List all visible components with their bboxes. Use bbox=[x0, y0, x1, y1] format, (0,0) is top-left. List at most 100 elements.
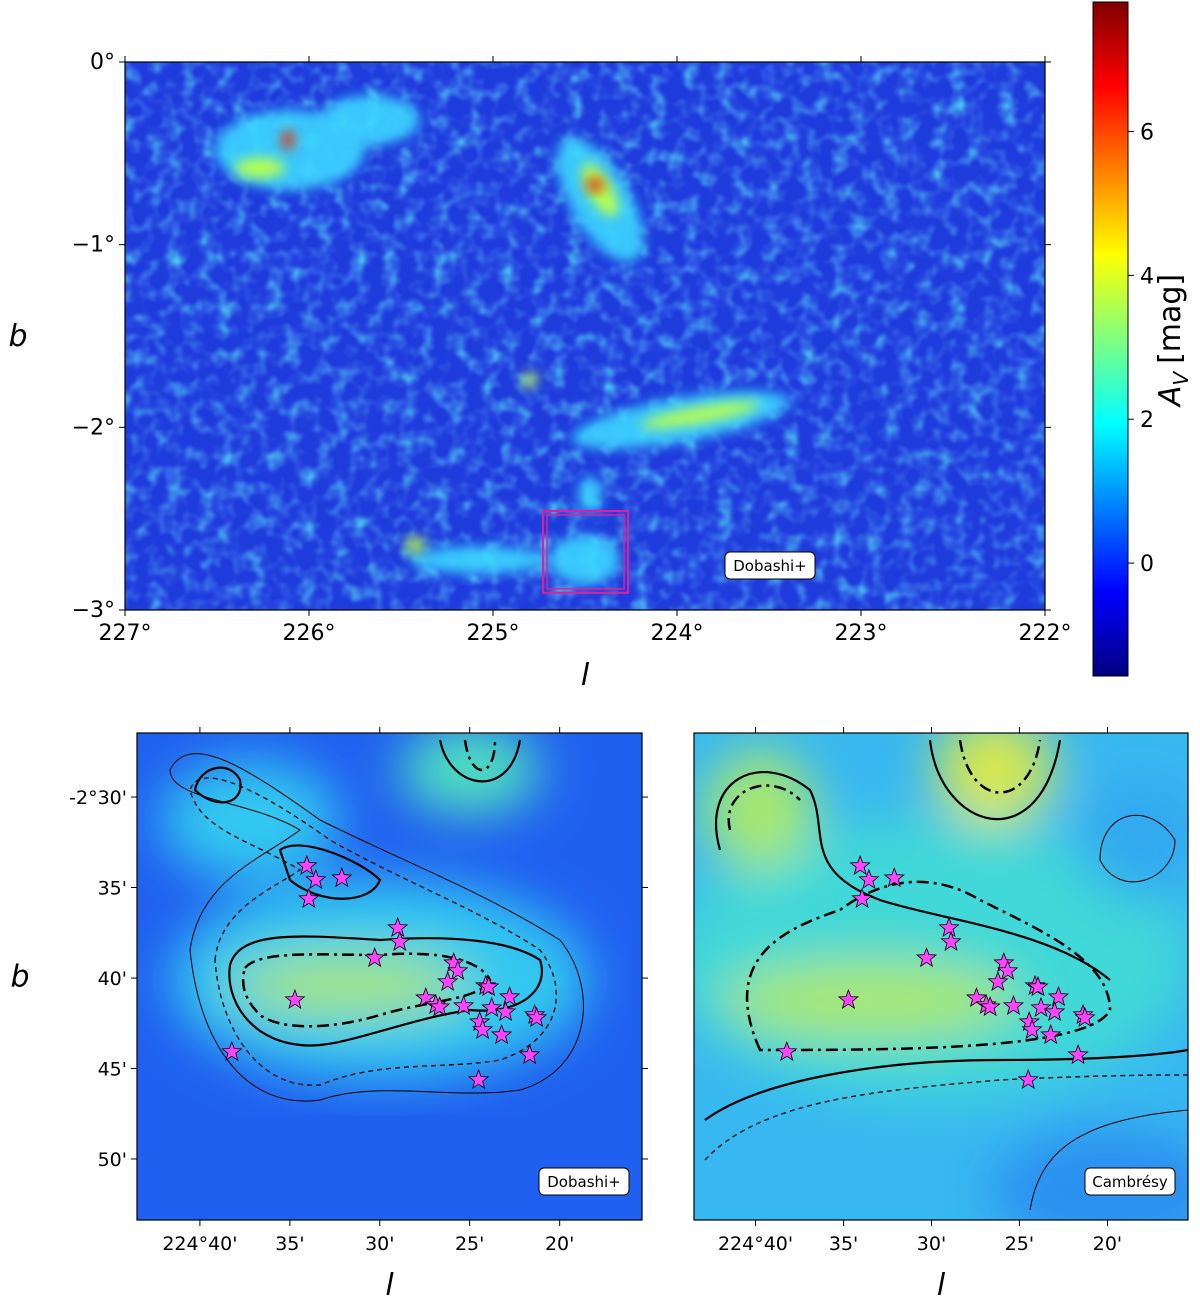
annotation: Cambrésy bbox=[1092, 1173, 1168, 1191]
star bbox=[221, 1040, 243, 1062]
star bbox=[389, 930, 411, 952]
star bbox=[965, 986, 988, 1008]
x-tick-label: 35' bbox=[829, 1233, 858, 1255]
star bbox=[987, 970, 1009, 992]
annotation-box bbox=[538, 1167, 630, 1196]
star bbox=[478, 975, 500, 997]
colorbar-label-symbol: A bbox=[1153, 386, 1188, 409]
x-tick-label: 227° bbox=[99, 621, 152, 646]
y-tick-label: 45' bbox=[98, 1059, 127, 1081]
colorbar-label: AV [mag] bbox=[1153, 274, 1193, 408]
star bbox=[883, 866, 905, 888]
star bbox=[495, 1000, 517, 1022]
star bbox=[1067, 1043, 1089, 1065]
annotation: Dobashi+ bbox=[733, 557, 807, 575]
star bbox=[1002, 994, 1025, 1016]
star bbox=[284, 988, 306, 1010]
star bbox=[447, 959, 469, 981]
x-axis-label: l bbox=[385, 1268, 394, 1300]
star bbox=[1027, 975, 1049, 997]
axes-frame bbox=[124, 61, 1046, 611]
colorbar-tick-label: 6 bbox=[1140, 120, 1154, 145]
x-tick-label: 224°40' bbox=[162, 1233, 237, 1255]
x-tick-label: 20' bbox=[1093, 1233, 1122, 1255]
x-tick-label: 25' bbox=[455, 1233, 484, 1255]
x-tick-label: 226° bbox=[283, 621, 336, 646]
star bbox=[997, 959, 1019, 981]
axes-frame bbox=[693, 732, 1189, 1221]
star bbox=[499, 985, 521, 1007]
y-tick-label: −2° bbox=[72, 415, 115, 440]
star bbox=[940, 930, 962, 952]
star bbox=[305, 868, 327, 890]
x-axis-label: l bbox=[581, 658, 590, 693]
star bbox=[491, 1023, 513, 1045]
star bbox=[519, 1043, 541, 1065]
x-tick-label: 224°40' bbox=[718, 1233, 793, 1255]
annotation-box bbox=[1084, 1167, 1176, 1196]
y-axis-label: b bbox=[10, 960, 29, 995]
star bbox=[915, 946, 938, 968]
star bbox=[1021, 1018, 1043, 1040]
star bbox=[481, 996, 503, 1018]
star bbox=[851, 887, 873, 909]
x-tick-label: 225° bbox=[467, 621, 520, 646]
axes-frame bbox=[136, 732, 643, 1221]
x-tick-label: 25' bbox=[1005, 1233, 1034, 1255]
star bbox=[1074, 1006, 1096, 1028]
x-tick-label: 20' bbox=[545, 1233, 574, 1255]
star bbox=[453, 994, 475, 1016]
colorbar bbox=[1092, 1, 1129, 677]
star bbox=[298, 887, 320, 909]
x-tick-label: 224° bbox=[651, 621, 704, 646]
x-tick-label: 35' bbox=[275, 1233, 304, 1255]
star bbox=[979, 995, 1001, 1017]
x-tick-label: 222° bbox=[1019, 621, 1072, 646]
zoom-box-inner bbox=[546, 514, 625, 590]
star bbox=[837, 988, 859, 1010]
y-tick-label: 40' bbox=[98, 968, 127, 990]
dust-map bbox=[125, 62, 1045, 610]
colorbar-tick-label: 4 bbox=[1140, 264, 1154, 289]
y-tick-label: 50' bbox=[98, 1149, 127, 1171]
y-axis-label: b bbox=[8, 319, 27, 354]
star bbox=[296, 854, 318, 876]
x-tick-label: 30' bbox=[365, 1233, 394, 1255]
star bbox=[1047, 985, 1070, 1007]
colorbar-tick-label: 2 bbox=[1140, 408, 1154, 433]
star bbox=[1040, 1023, 1062, 1045]
star bbox=[1030, 996, 1052, 1018]
star bbox=[776, 1040, 798, 1062]
x-axis-label: l bbox=[937, 1268, 946, 1300]
x-tick-label: 223° bbox=[835, 621, 888, 646]
y-tick-label: −3° bbox=[72, 598, 115, 623]
colorbar-label-sub: V bbox=[1169, 371, 1193, 386]
star bbox=[415, 986, 437, 1008]
star bbox=[429, 995, 451, 1017]
zoom-box bbox=[542, 509, 630, 594]
colorbar-tick-label: 0 bbox=[1140, 552, 1154, 577]
star bbox=[437, 970, 459, 992]
star bbox=[849, 854, 871, 876]
star bbox=[364, 946, 386, 968]
y-tick-label: 0° bbox=[90, 50, 115, 75]
star bbox=[526, 1006, 548, 1028]
annotation: Dobashi+ bbox=[547, 1173, 621, 1191]
star bbox=[1044, 1000, 1066, 1022]
star bbox=[1017, 1068, 1039, 1090]
star bbox=[468, 1068, 490, 1090]
y-tick-label: -2°30' bbox=[69, 787, 127, 809]
star bbox=[331, 866, 353, 888]
y-tick-label: 35' bbox=[98, 878, 127, 900]
star bbox=[858, 868, 880, 890]
zoom-map bbox=[694, 733, 1188, 1220]
colorbar-label-unit: [mag] bbox=[1153, 274, 1188, 364]
y-tick-label: −1° bbox=[72, 233, 115, 258]
star bbox=[472, 1018, 494, 1040]
x-tick-label: 30' bbox=[917, 1233, 946, 1255]
star bbox=[938, 916, 960, 938]
zoom-map bbox=[137, 733, 642, 1220]
star bbox=[387, 916, 409, 938]
annotation-box bbox=[724, 551, 816, 580]
